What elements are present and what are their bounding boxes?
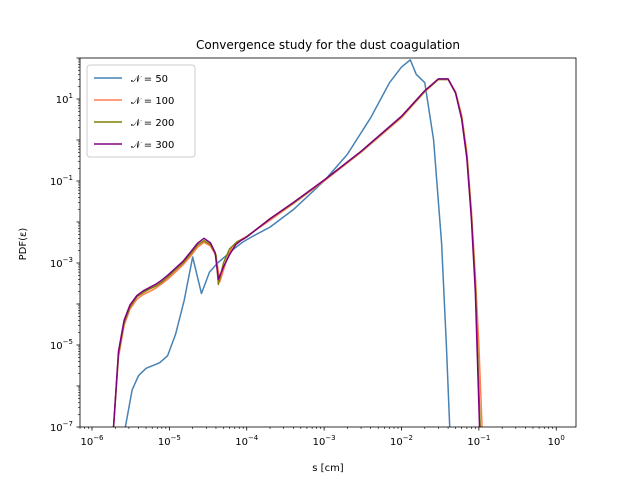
x-tick-label: 10−6	[80, 434, 104, 448]
legend: 𝒩 = 50 𝒩 = 100 𝒩 = 200 𝒩 = 300	[86, 64, 196, 158]
y-tick-label: 10−1	[50, 174, 73, 188]
legend-label: 𝒩 = 50	[131, 74, 168, 85]
y-axis-label: PDF(ε)	[18, 228, 29, 261]
legend-label: 𝒩 = 300	[131, 140, 174, 151]
y-tick-label: 10−3	[50, 256, 73, 270]
y-tick-label: 10−7	[50, 420, 73, 434]
y-tick-label: 101	[56, 92, 73, 106]
legend-label: 𝒩 = 200	[131, 118, 174, 129]
axes: 10−6 10−5 10−4 10−3 10−2 10−1 100 10−7 10−5 10−3 1…	[50, 57, 577, 448]
legend-box	[86, 64, 196, 158]
series-line-4	[112, 78, 481, 427]
chart-title: Convergence study for the dust coagulati…	[196, 38, 460, 52]
x-axis-label: s [cm]	[312, 463, 344, 474]
y-tick-label: 10−5	[50, 338, 73, 352]
x-tick-label: 10−1	[467, 434, 490, 448]
plot-area	[112, 59, 483, 427]
x-tick-label: 10−5	[158, 434, 181, 448]
x-tick-label: 10−2	[390, 434, 413, 448]
series-line-1	[124, 59, 451, 427]
legend-label: 𝒩 = 100	[131, 96, 174, 107]
x-tick-label: 100	[548, 434, 565, 448]
x-tick-label: 10−3	[313, 434, 336, 448]
x-tick-label: 10−4	[235, 434, 259, 448]
plot-frame	[79, 57, 577, 428]
